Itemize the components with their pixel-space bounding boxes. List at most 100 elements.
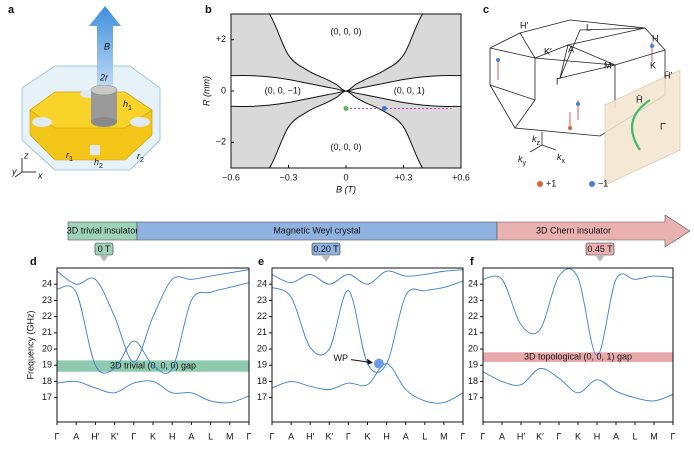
- x-tick-label: K: [364, 431, 370, 441]
- x-tick-label: +0.3: [395, 172, 413, 182]
- y-tick-label: 17: [468, 392, 478, 402]
- symbol: r: [66, 150, 70, 160]
- field-pointer: [99, 255, 109, 262]
- x-tick-label: H′: [306, 431, 314, 441]
- x-tick-label: K: [150, 431, 156, 441]
- subscript: 1: [69, 156, 73, 163]
- k-axis-label: kz: [532, 134, 541, 146]
- y-tick-label: 24: [468, 279, 478, 289]
- field-label: 0.20 T: [313, 244, 339, 254]
- y-axis-label: Frequency (GHz): [25, 310, 35, 379]
- y-tick-label: 19: [42, 360, 52, 370]
- k-point-label: M: [604, 60, 612, 70]
- height-label: h2: [94, 157, 103, 169]
- legend-marker: [537, 181, 543, 187]
- y-tick-label: 23: [257, 295, 267, 305]
- point: [381, 105, 387, 111]
- x-tick-label: H: [383, 431, 390, 441]
- plot-frame: [56, 267, 250, 423]
- band-line: [56, 380, 250, 404]
- surface-point-label: H̄: [636, 94, 643, 104]
- x-tick-label: K′: [325, 431, 333, 441]
- band-line: [56, 269, 250, 363]
- x-tick-label: A: [73, 431, 79, 441]
- panel-label: d: [30, 256, 37, 268]
- x-tick-label: Γ: [131, 431, 136, 441]
- x-tick-label: A: [499, 431, 505, 441]
- y-tick-label: 17: [257, 392, 267, 402]
- x-tick-label: H: [169, 431, 176, 441]
- point: [343, 105, 349, 111]
- x-tick-label: Γ: [557, 431, 562, 441]
- k-point-label: H′: [520, 20, 528, 30]
- y-tick-label: 24: [42, 279, 52, 289]
- symbol: h: [123, 99, 128, 109]
- x-tick-label: K: [575, 431, 581, 441]
- y-tick-label: 20: [468, 343, 478, 353]
- k-point-label: H: [652, 33, 659, 43]
- grey-region: [231, 14, 461, 91]
- radius-label: r1: [66, 150, 73, 162]
- surface-point-label: H̄′: [664, 70, 672, 80]
- x-tick-label: H: [594, 431, 601, 441]
- x-tick-label: −0.6: [222, 172, 240, 182]
- phase-label: 3D trivial insulator: [67, 225, 139, 235]
- band-line: [482, 268, 674, 356]
- x-tick-label: K′: [111, 431, 119, 441]
- phase-label: 3D Chern insulator: [536, 225, 611, 235]
- y-tick-label: 23: [468, 295, 478, 305]
- y-tick-label: 22: [257, 311, 267, 321]
- subscript: 2: [99, 163, 103, 170]
- subscript: y: [523, 160, 527, 167]
- weyl-arrowhead: [366, 358, 373, 365]
- phase-label: Magnetic Weyl crystal: [273, 225, 360, 235]
- x-tick-label: Γ: [55, 431, 60, 441]
- axis-label: y: [11, 166, 17, 176]
- y-tick-label: 18: [468, 376, 478, 386]
- field-label: 0.45 T: [587, 244, 613, 254]
- weyl-label: WP: [333, 353, 348, 363]
- x-tick-label: M: [226, 431, 234, 441]
- y-axis-label: R (mm): [201, 76, 211, 106]
- radius-label: r2: [137, 151, 144, 163]
- k-axis-label: ky: [518, 154, 527, 166]
- y-tick-label: 24: [257, 279, 267, 289]
- y-tick-label: 18: [42, 376, 52, 386]
- plot-frame: [482, 267, 674, 423]
- y-tick-label: 21: [42, 327, 52, 337]
- subscript: z: [537, 140, 541, 147]
- x-tick-label: A: [403, 431, 409, 441]
- y-tick-label: 22: [468, 311, 478, 321]
- x-tick-label: H′: [517, 431, 525, 441]
- y-tick-label: 20: [257, 343, 267, 353]
- x-tick-label: Γ: [346, 431, 351, 441]
- y-tick-label: 0: [221, 85, 226, 95]
- k-axis-label: kx: [557, 152, 566, 164]
- panel-label: c: [483, 4, 489, 16]
- x-tick-label: K′: [536, 431, 544, 441]
- band-line: [271, 363, 464, 404]
- phase-boundary: [268, 90, 424, 168]
- k-point-label: L: [586, 22, 591, 32]
- panel-label: e: [258, 256, 264, 268]
- region-label: (0, 0, 0): [330, 26, 361, 36]
- region-label: (0, 0, 1): [394, 85, 425, 95]
- legend-marker: [589, 181, 595, 187]
- x-tick-label: Γ: [481, 431, 486, 441]
- field-pointer: [321, 255, 331, 262]
- k-point-label: Γ: [556, 76, 561, 86]
- height-label: h1: [123, 99, 132, 111]
- y-tick-label: 19: [468, 360, 478, 370]
- surface-point-label: Γ̄: [660, 121, 667, 131]
- y-tick-label: 18: [257, 376, 267, 386]
- axis-label: z: [23, 150, 29, 160]
- x-tick-label: +0.6: [452, 172, 470, 182]
- y-tick-label: 17: [42, 392, 52, 402]
- axis-label: x: [37, 170, 43, 180]
- x-tick-label: M: [650, 431, 658, 441]
- gap-label: 3D topological (0, 0, 1) gap: [524, 352, 632, 362]
- x-tick-label: L: [208, 431, 213, 441]
- field-pointer: [595, 255, 605, 262]
- symbol: r: [137, 151, 141, 161]
- symbol: k: [532, 134, 537, 144]
